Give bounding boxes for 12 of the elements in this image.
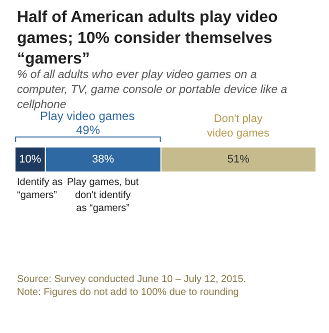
data-label: 10% [19, 154, 42, 166]
series-label: Identify as “gamers” [17, 177, 63, 201]
series-label: Don't play video games [207, 113, 270, 140]
text: 49% [76, 123, 100, 137]
chart-subtitle: % of all adults who ever play video games on a computer, TV, game console or portable device like a cellphone [17, 69, 288, 111]
text: Note: Figures do not add to 100% due to rounding [17, 287, 239, 298]
data-label: 38% [92, 154, 114, 166]
data-label: 51% [227, 154, 250, 166]
source-note: Source: Survey conducted June 10 – July 12, 2015. [17, 274, 246, 285]
text: Play video games [40, 109, 135, 123]
series-label: Play games, but don't identify as “gamers” [67, 177, 139, 214]
chart-title: Half of American adults play video games; 10% consider themselves “gamers” [17, 9, 278, 68]
